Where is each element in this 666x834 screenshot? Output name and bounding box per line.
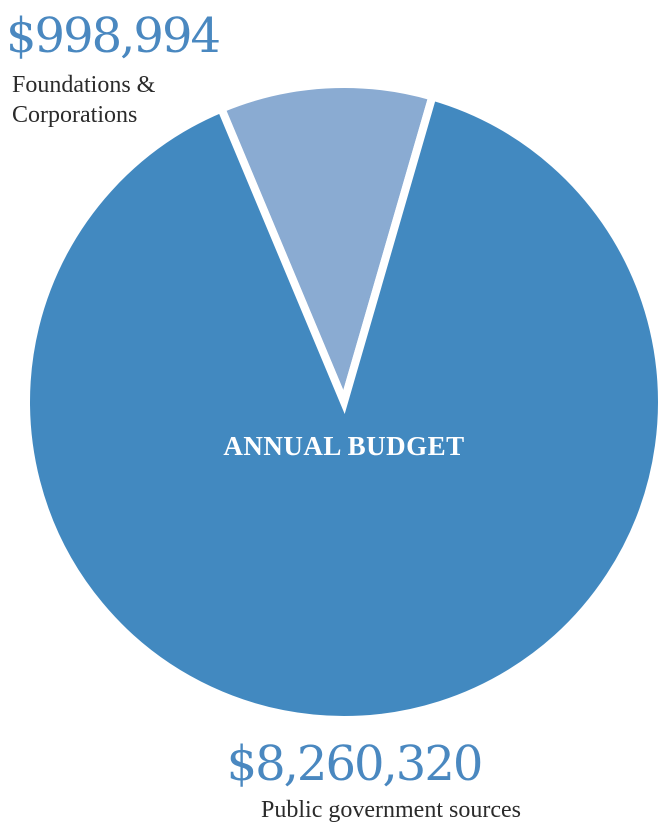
slice-label-public: Public government sources <box>261 797 521 823</box>
pie-slice-public <box>22 91 666 724</box>
pie-slice-foundations <box>216 80 438 415</box>
slice-label-foundations: Foundations & Corporations <box>12 72 161 128</box>
slice-label-foundations-line-2: Corporations <box>12 102 137 128</box>
pie-slices <box>22 80 666 724</box>
slice-value-label-public: $8,260,320 <box>227 736 482 792</box>
chart-title: ANNUAL BUDGET <box>223 431 464 461</box>
slice-value-label-foundations: $998,994 <box>6 8 219 64</box>
slice-label-foundations-line-1: Foundations & <box>12 72 156 98</box>
